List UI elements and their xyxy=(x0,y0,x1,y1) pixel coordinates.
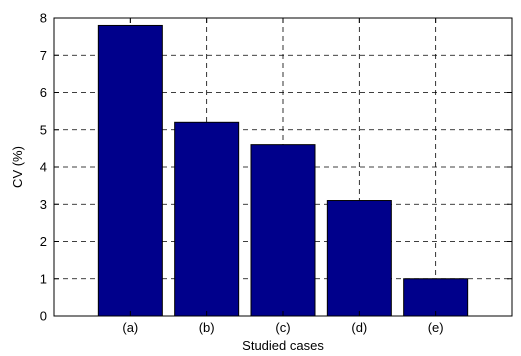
y-axis-label: CV (%) xyxy=(10,146,25,188)
y-tick-label: 4 xyxy=(40,160,47,175)
y-tick-label: 3 xyxy=(40,197,47,212)
y-tick-label: 0 xyxy=(40,309,47,324)
x-tick-label: (a) xyxy=(122,320,138,335)
bar-3 xyxy=(326,200,392,317)
y-tick-label: 7 xyxy=(40,48,47,63)
x-tick-labels: (a) (b) (c) (d) (e) xyxy=(122,320,443,335)
y-tick-label: 2 xyxy=(40,234,47,249)
bar-4 xyxy=(403,278,469,317)
y-tick-labels: 0 1 2 3 4 5 6 7 8 xyxy=(40,11,47,324)
y-tick-label: 1 xyxy=(40,271,47,286)
bar-2 xyxy=(250,144,316,317)
x-tick-label: (b) xyxy=(199,320,215,335)
y-tick-label: 5 xyxy=(40,122,47,137)
bars xyxy=(97,24,469,317)
y-tick-label: 6 xyxy=(40,85,47,100)
bar-0 xyxy=(97,24,163,317)
x-tick-label: (c) xyxy=(275,320,290,335)
bar-1 xyxy=(174,121,240,317)
x-tick-label: (d) xyxy=(351,320,367,335)
axis-ticks xyxy=(54,17,512,317)
y-tick-label: 8 xyxy=(40,11,47,26)
x-tick-label: (e) xyxy=(428,320,444,335)
x-axis-label: Studied cases xyxy=(242,338,324,353)
